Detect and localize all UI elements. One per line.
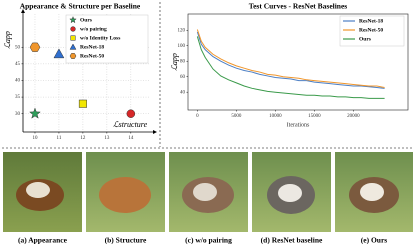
marker: [78, 99, 87, 108]
y-tick-label: 50: [15, 45, 21, 50]
caption: (e) Ours: [361, 236, 388, 245]
legend-label: w/o pairing: [80, 26, 107, 32]
marker: [70, 26, 76, 32]
axis-arrow: [153, 130, 157, 134]
marker: [69, 15, 77, 24]
x-tick-label: 14: [128, 136, 134, 141]
y-tick-label: 100: [178, 44, 186, 49]
y-tick-label: 30: [15, 112, 21, 117]
y-tick-label: 40: [180, 90, 186, 95]
y-tick-label: 120: [178, 28, 186, 33]
caption: (c) w/o pairing: [185, 236, 232, 245]
legend-box: [65, 14, 149, 64]
x-tick-label: 0: [196, 114, 199, 119]
x-tick-label: 11: [57, 136, 62, 141]
marker: [29, 42, 41, 52]
legend-label: ResNet-50: [359, 27, 383, 33]
marker: [70, 35, 76, 41]
x-tick-label: 13: [104, 136, 110, 141]
photo-subject: [360, 183, 384, 201]
legend-label: ResNet-50: [80, 53, 104, 59]
y-axis-label: ℒapp: [3, 31, 12, 49]
plot-frame: [187, 13, 409, 111]
photo-subject: [193, 183, 217, 201]
y-tick-label: 40: [15, 79, 21, 84]
caption: (a) Appearance: [18, 236, 68, 245]
x-tick-label: 12: [80, 136, 86, 141]
legend-label: Ours: [80, 17, 92, 23]
marker: [29, 107, 41, 119]
legend-label: ResNet-18: [80, 44, 104, 50]
y-tick-label: 60: [180, 75, 186, 80]
y-tick-label: 35: [15, 95, 21, 100]
legend-label: Ours: [359, 36, 371, 42]
marker: [53, 48, 65, 59]
chart-title: Appearance & Structure per Baseline: [20, 2, 141, 11]
x-tick-label: 20000: [347, 114, 360, 119]
photo-subject: [99, 177, 151, 213]
y-axis-label: ℒapp: [170, 53, 179, 71]
caption: (b) Structure: [105, 236, 147, 245]
line-series: [196, 36, 385, 99]
y-tick-label: 45: [15, 62, 21, 67]
caption: (d) ResNet baseline: [261, 236, 323, 245]
x-axis-label: Iterations: [287, 122, 310, 128]
legend-label: w/o Identity Loss: [80, 35, 120, 41]
x-tick-label: 15000: [308, 114, 321, 119]
line-series: [196, 29, 385, 89]
y-tick-label: 80: [180, 59, 186, 64]
marker: [69, 53, 77, 59]
photo-subject: [278, 184, 302, 202]
x-tick-label: 10: [32, 136, 38, 141]
x-axis-label: ℒstructure: [113, 120, 148, 129]
photo-row: [3, 152, 413, 232]
chart-title: Test Curves - ResNet Baselines: [249, 2, 348, 11]
axis-arrow: [21, 9, 25, 13]
legend-label: ResNet-18: [359, 18, 383, 24]
marker: [126, 109, 136, 118]
marker: [69, 43, 77, 50]
photo-subject: [26, 182, 50, 198]
line-series: [196, 31, 385, 89]
x-tick-label: 10000: [269, 114, 282, 119]
x-tick-label: 5000: [231, 114, 242, 119]
